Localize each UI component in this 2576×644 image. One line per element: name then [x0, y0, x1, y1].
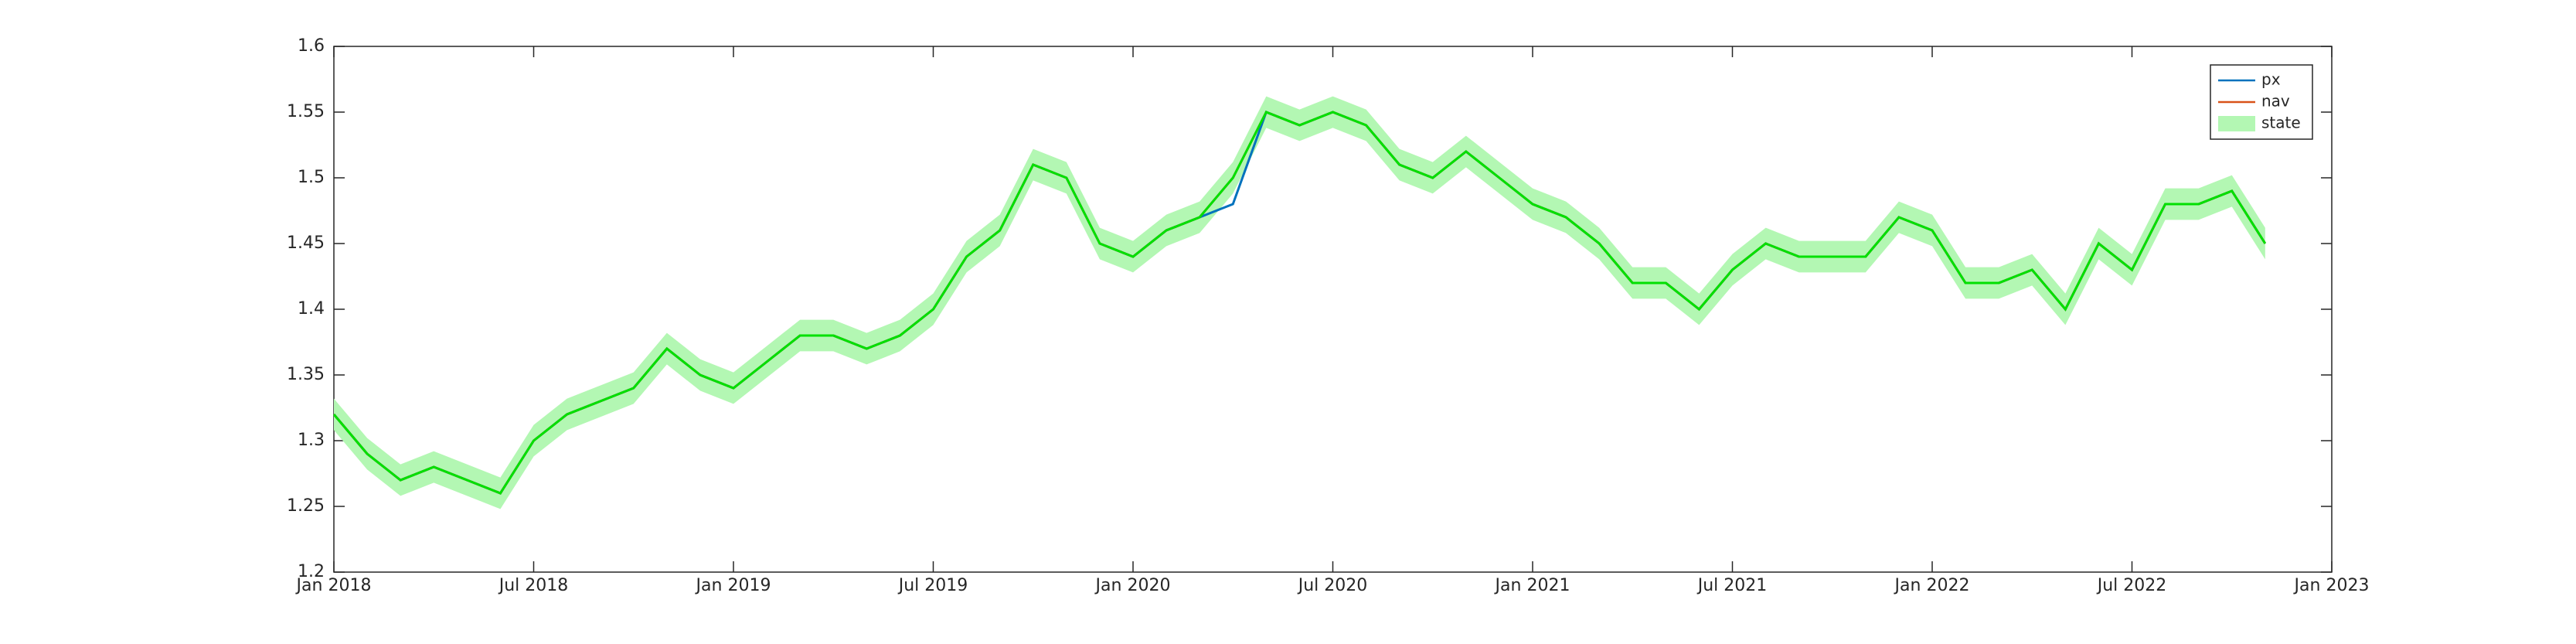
x-tick-label: Jan 2022: [1894, 576, 1970, 595]
x-tick-label: Jan 2021: [1494, 576, 1570, 595]
y-tick-label: 1.55: [287, 102, 325, 121]
legend-label: state: [2261, 114, 2301, 132]
x-tick-label: Jul 2020: [1297, 576, 1368, 595]
y-tick-label: 1.25: [287, 496, 325, 516]
x-tick-label: Jul 2018: [498, 576, 569, 595]
legend-label: px: [2261, 70, 2281, 89]
y-tick-label: 1.5: [298, 168, 325, 187]
x-tick-label: Jan 2019: [695, 576, 771, 595]
x-tick-label: Jan 2023: [2293, 576, 2370, 595]
y-tick-label: 1.45: [287, 233, 325, 253]
plot-area: [333, 46, 2333, 573]
x-tick-label: Jan 2018: [295, 576, 372, 595]
y-tick-label: 1.3: [298, 431, 325, 450]
y-tick-label: 1.35: [287, 365, 325, 384]
y-tick-label: 1.2: [298, 562, 325, 581]
x-tick-label: Jul 2022: [2096, 576, 2167, 595]
legend-swatch: [2218, 116, 2255, 131]
y-tick-label: 1.4: [298, 299, 325, 319]
legend-label: nav: [2261, 92, 2290, 111]
x-tick-label: Jul 2021: [1696, 576, 1768, 595]
line-state: [332, 111, 2267, 495]
x-tick-label: Jul 2019: [897, 576, 968, 595]
y-tick-label: 1.6: [298, 36, 325, 56]
x-tick-label: Jan 2020: [1094, 576, 1171, 595]
